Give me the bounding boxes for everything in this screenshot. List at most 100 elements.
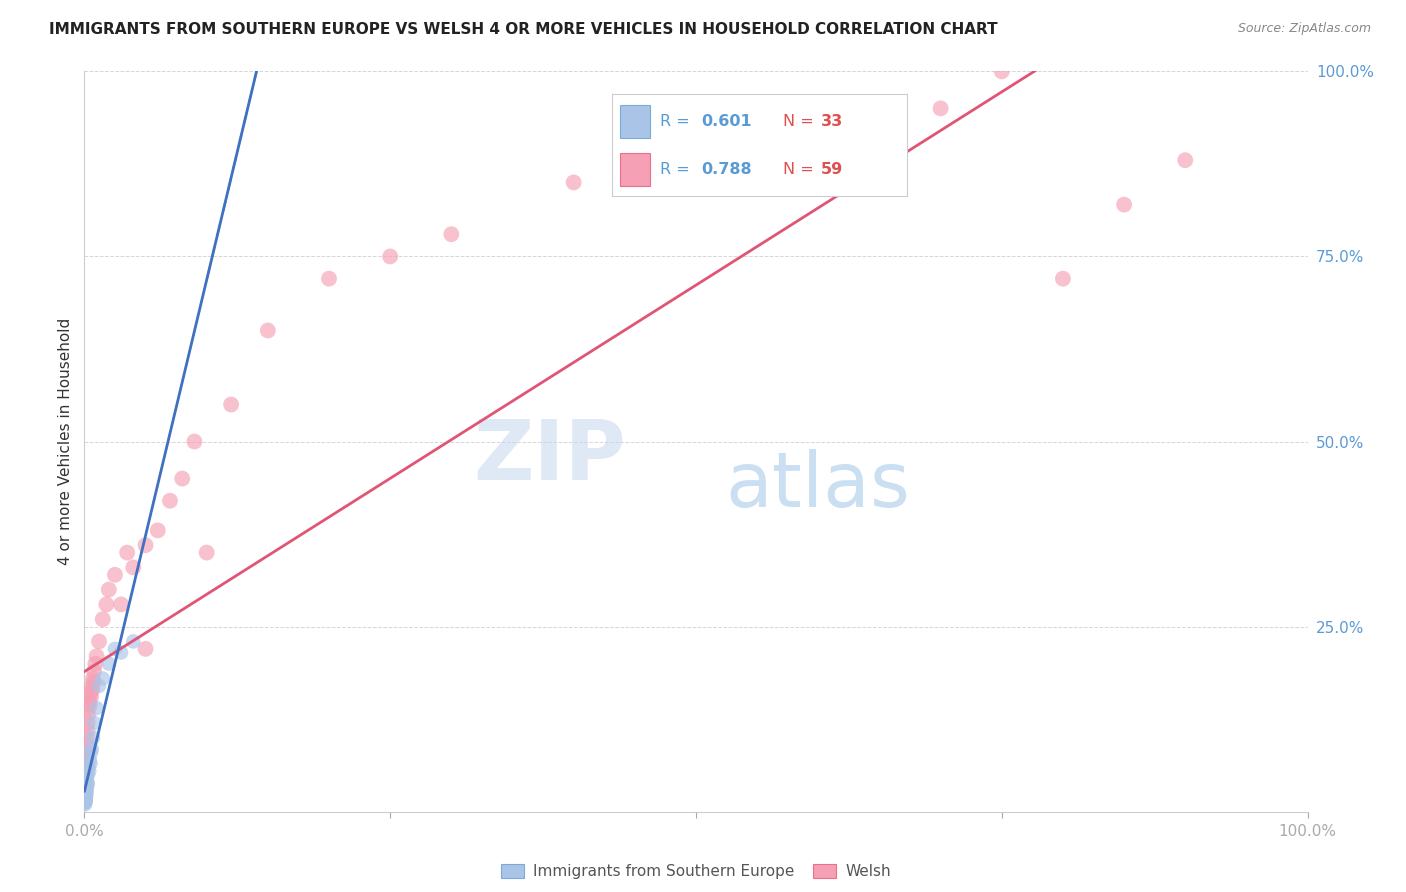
Text: 33: 33: [821, 114, 844, 128]
Point: [562, 175, 585, 190]
Point: [75, 786, 97, 800]
Point: [73, 797, 96, 812]
Point: [75, 760, 97, 774]
Point: [159, 493, 181, 508]
Point: [76, 746, 98, 760]
Point: [257, 324, 280, 338]
Text: atlas: atlas: [725, 449, 911, 523]
Point: [75, 795, 97, 809]
Point: [76, 780, 98, 795]
Point: [83, 715, 105, 730]
Point: [75, 782, 97, 797]
Point: [135, 538, 157, 552]
Point: [1114, 197, 1136, 211]
Point: [75, 782, 97, 797]
Point: [991, 64, 1014, 78]
Point: [122, 634, 145, 648]
Text: R =: R =: [661, 162, 695, 178]
Legend: Immigrants from Southern Europe, Welsh: Immigrants from Southern Europe, Welsh: [495, 858, 897, 886]
Point: [83, 675, 105, 690]
Point: [97, 657, 120, 671]
Point: [219, 398, 242, 412]
Point: [75, 779, 97, 793]
Point: [87, 634, 110, 648]
Point: [77, 760, 100, 774]
Point: [110, 598, 132, 612]
Point: [76, 775, 98, 789]
Text: Source: ZipAtlas.com: Source: ZipAtlas.com: [1237, 22, 1371, 36]
Point: [80, 679, 103, 693]
Point: [77, 694, 100, 708]
Point: [75, 772, 97, 786]
Bar: [620, 153, 650, 186]
Point: [79, 698, 101, 712]
Point: [75, 786, 97, 800]
Point: [685, 138, 707, 153]
Point: [82, 682, 104, 697]
Point: [75, 792, 97, 806]
Text: ZIP: ZIP: [472, 416, 626, 497]
Point: [122, 560, 145, 574]
Y-axis label: 4 or more Vehicles in Household: 4 or more Vehicles in Household: [58, 318, 73, 566]
Text: N =: N =: [783, 162, 818, 178]
Point: [75, 753, 97, 767]
Point: [87, 679, 110, 693]
Point: [77, 764, 100, 778]
Point: [76, 738, 98, 752]
Point: [75, 789, 97, 803]
Bar: [620, 105, 650, 137]
Point: [75, 794, 97, 808]
Point: [76, 723, 98, 738]
Point: [440, 227, 463, 242]
Point: [91, 672, 114, 686]
Point: [73, 794, 96, 808]
Point: [75, 791, 97, 805]
Point: [807, 102, 830, 116]
Point: [76, 715, 98, 730]
Point: [86, 649, 108, 664]
Text: 0.788: 0.788: [702, 162, 752, 178]
Point: [110, 646, 132, 660]
Point: [97, 582, 120, 597]
Point: [75, 756, 97, 771]
Point: [76, 779, 98, 793]
Point: [135, 641, 157, 656]
Point: [75, 789, 97, 804]
Point: [75, 775, 97, 789]
Point: [146, 524, 169, 538]
Point: [75, 749, 97, 764]
Text: 59: 59: [821, 162, 844, 178]
Point: [96, 598, 118, 612]
Point: [76, 776, 98, 790]
Point: [183, 434, 205, 449]
Point: [80, 690, 103, 704]
Point: [115, 546, 138, 560]
Point: [80, 741, 103, 756]
Text: N =: N =: [783, 114, 818, 128]
Point: [1174, 153, 1197, 168]
Point: [79, 756, 101, 771]
Point: [929, 102, 952, 116]
Point: [75, 789, 97, 804]
Point: [75, 796, 97, 810]
Point: [82, 672, 104, 686]
Point: [104, 641, 127, 656]
Point: [77, 708, 100, 723]
Point: [79, 686, 101, 700]
Point: [1052, 271, 1074, 285]
Point: [83, 664, 105, 678]
Point: [76, 786, 98, 800]
Point: [195, 546, 218, 560]
Point: [172, 472, 194, 486]
Point: [75, 764, 97, 778]
Point: [86, 701, 108, 715]
Point: [75, 784, 97, 798]
Point: [80, 746, 103, 760]
Point: [79, 753, 101, 767]
Text: 0.601: 0.601: [702, 114, 752, 128]
Point: [75, 767, 97, 781]
Point: [91, 612, 114, 626]
Point: [76, 731, 98, 745]
Text: R =: R =: [661, 114, 695, 128]
Point: [380, 250, 402, 264]
